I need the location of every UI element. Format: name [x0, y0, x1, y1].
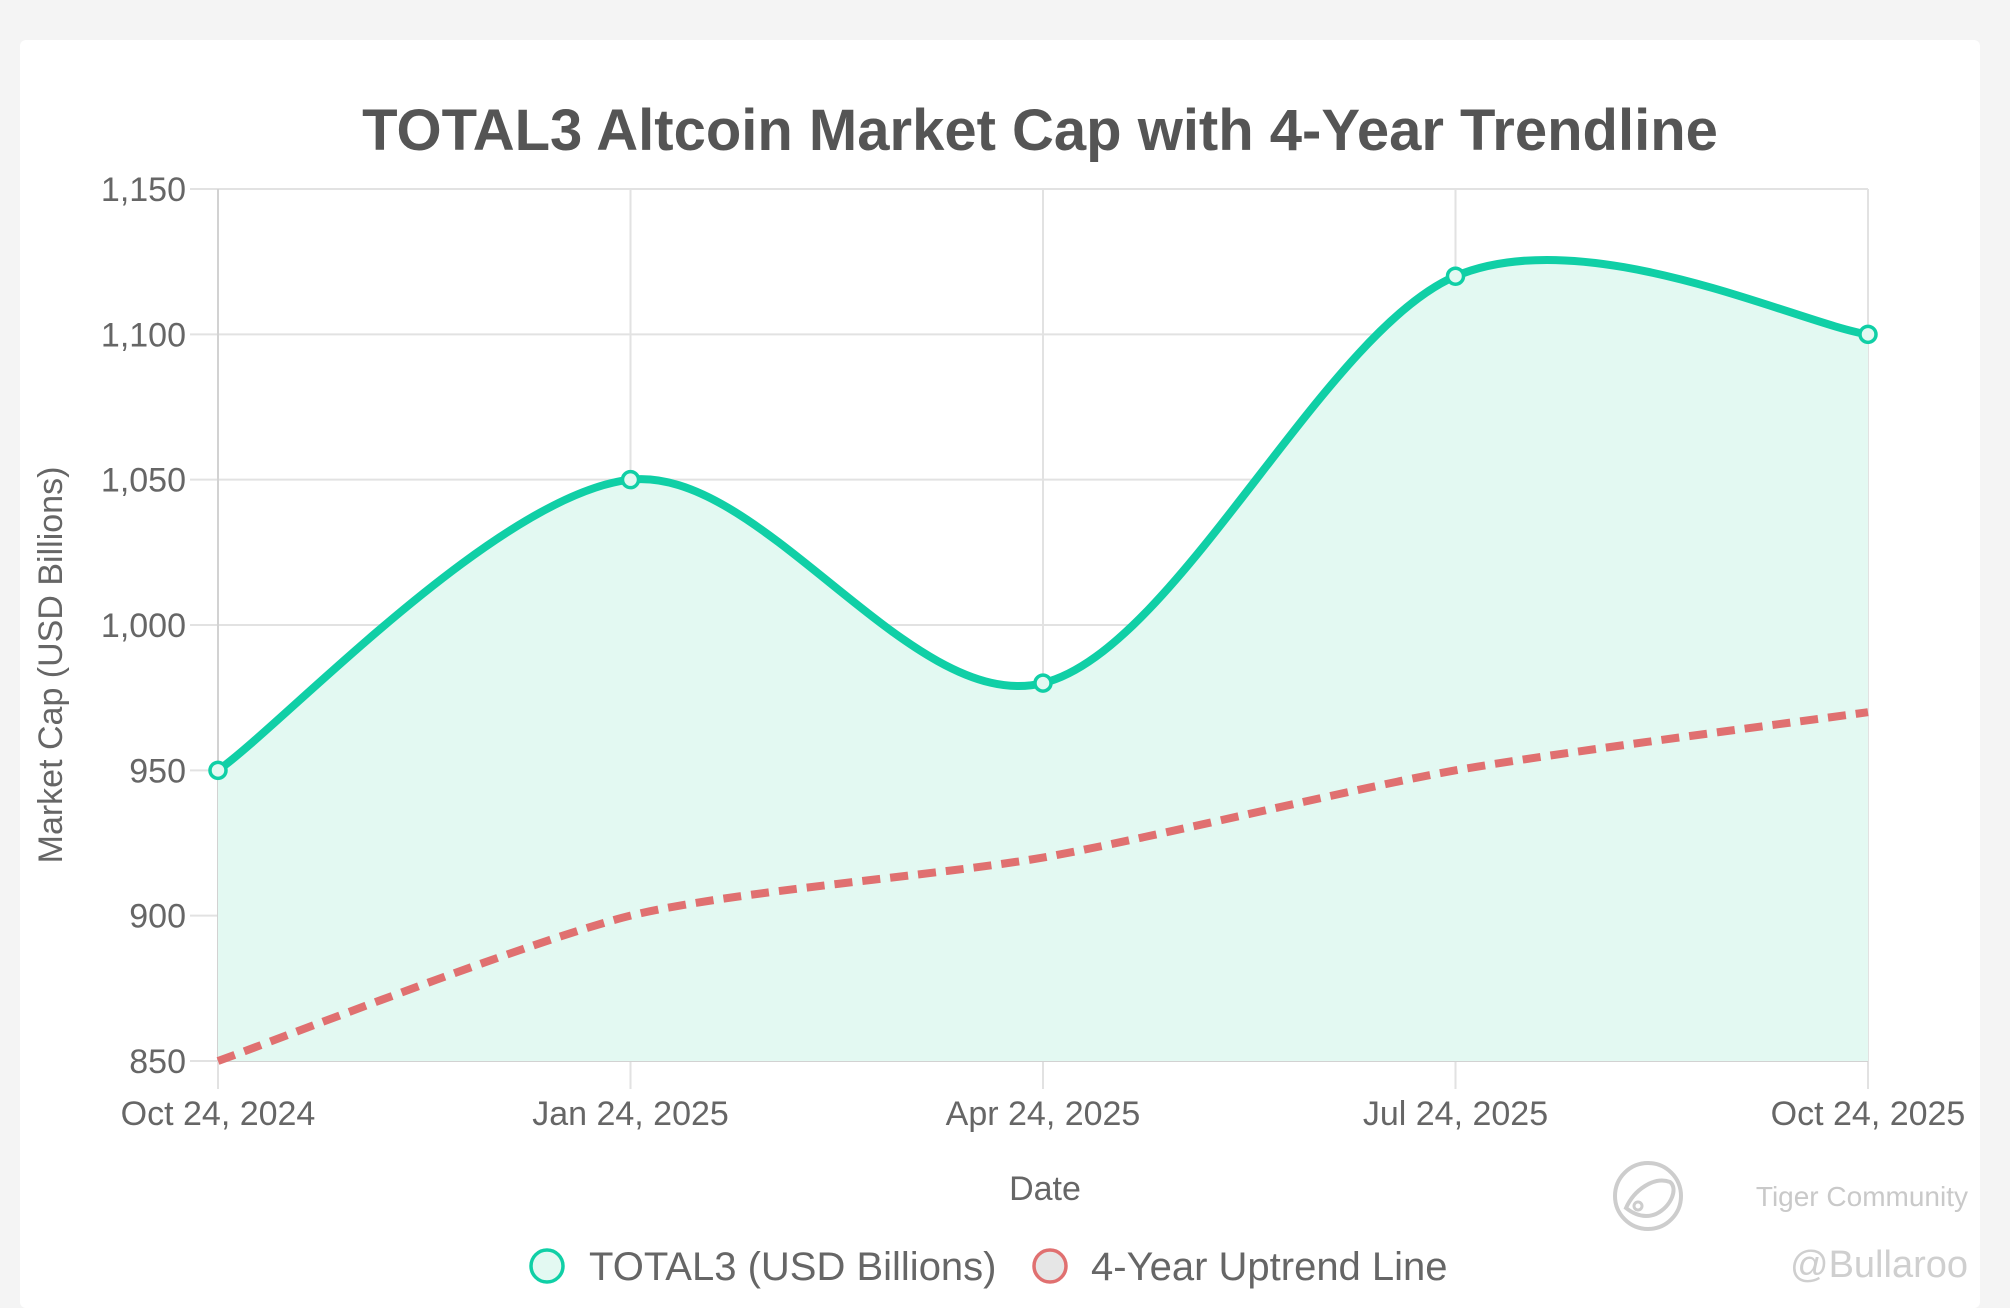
total3-point	[1858, 324, 1878, 345]
legend-swatch-total3	[529, 1248, 565, 1284]
x-axis-label: Date	[1009, 1170, 1081, 1208]
watermark-handle: @Bullaroo	[1790, 1244, 1968, 1286]
y-tick-label: 1,050	[101, 462, 186, 500]
x-tick-label: Oct 24, 2024	[121, 1095, 316, 1133]
y-tick-label: 1,150	[101, 171, 186, 209]
legend-item-uptrend[interactable]: 4-Year Uptrend Line	[1032, 1245, 1448, 1289]
y-tick-labels: 850 900 950 1,000 1,050 1,100 1,150	[101, 171, 186, 1081]
chart-card: TOTAL3 Altcoin Market Cap with 4-Year Tr…	[20, 40, 1980, 1308]
watermark-brand: Tiger Community	[1756, 1181, 1968, 1212]
total3-point	[620, 469, 641, 490]
y-tick-label: 1,100	[101, 316, 186, 354]
legend-swatch-uptrend	[1032, 1248, 1068, 1284]
y-tick-label: 900	[129, 898, 186, 936]
total3-point	[208, 760, 228, 781]
legend-label-total3: TOTAL3 (USD Billions)	[589, 1245, 997, 1289]
legend-item-total3[interactable]: TOTAL3 (USD Billions)	[529, 1245, 997, 1289]
x-tick-label: Oct 24, 2025	[1771, 1095, 1966, 1133]
legend-label-uptrend: 4-Year Uptrend Line	[1091, 1245, 1448, 1289]
chart-svg: TOTAL3 Altcoin Market Cap with 4-Year Tr…	[32, 98, 1968, 1289]
y-tick-label: 850	[129, 1043, 186, 1081]
x-tick-label: Apr 24, 2025	[946, 1095, 1141, 1133]
x-tick-labels: Oct 24, 2024 Jan 24, 2025 Apr 24, 2025 Jul …	[121, 1095, 1966, 1133]
point-layer	[208, 266, 1878, 781]
tiger-logo-icon	[1613, 1161, 1683, 1231]
total3-point	[1445, 266, 1466, 286]
area-layer	[218, 259, 1868, 1061]
y-tick-label: 1,000	[101, 607, 186, 645]
uptrend-line	[216, 708, 1869, 1065]
y-tick-label: 950	[129, 752, 186, 790]
y-axis-label: Market Cap (USD Billions)	[32, 467, 70, 864]
total3-point	[1033, 673, 1053, 693]
total3-area	[218, 259, 1868, 1061]
x-tick-label: Jul 24, 2025	[1363, 1095, 1548, 1133]
legend: TOTAL3 (USD Billions) 4-Year Uptrend Lin…	[529, 1245, 1448, 1289]
chart-title: TOTAL3 Altcoin Market Cap with 4-Year Tr…	[362, 98, 1718, 163]
watermark: Tiger Community @Bullaroo	[1613, 1161, 1968, 1286]
x-tick-label: Jan 24, 2025	[532, 1095, 729, 1133]
